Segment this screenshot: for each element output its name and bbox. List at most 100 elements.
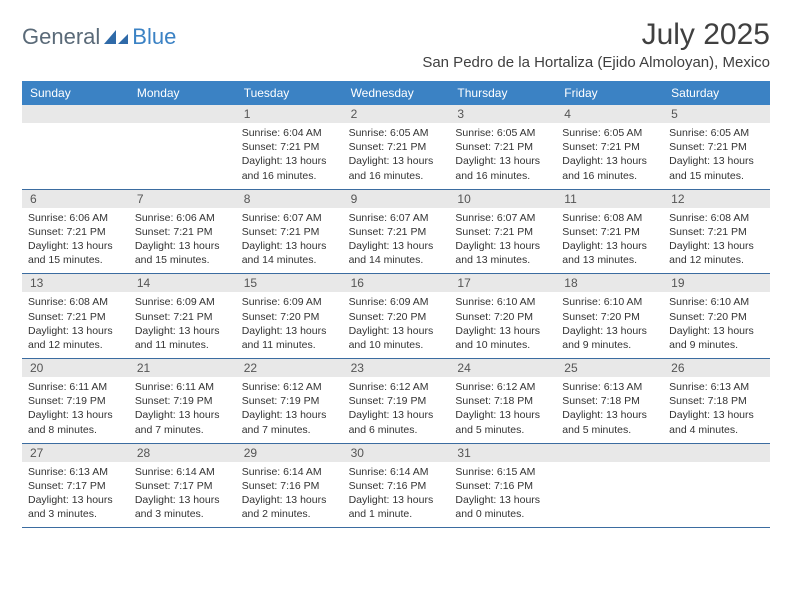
brand-text-2: Blue: [132, 24, 176, 50]
detail-line: Sunset: 7:18 PM: [455, 394, 550, 408]
detail-line: Sunrise: 6:08 AM: [669, 211, 764, 225]
day-cell: [129, 105, 236, 189]
day-number: 19: [663, 274, 770, 292]
day-details: Sunrise: 6:12 AMSunset: 7:18 PMDaylight:…: [449, 377, 556, 443]
detail-line: Sunset: 7:16 PM: [349, 479, 444, 493]
detail-line: Sunrise: 6:13 AM: [669, 380, 764, 394]
detail-line: and 14 minutes.: [242, 253, 337, 267]
day-details: Sunrise: 6:10 AMSunset: 7:20 PMDaylight:…: [449, 292, 556, 358]
detail-line: Sunrise: 6:08 AM: [28, 295, 123, 309]
day-cell: 19Sunrise: 6:10 AMSunset: 7:20 PMDayligh…: [663, 274, 770, 358]
detail-line: and 13 minutes.: [455, 253, 550, 267]
day-details: Sunrise: 6:09 AMSunset: 7:20 PMDaylight:…: [236, 292, 343, 358]
detail-line: Sunset: 7:18 PM: [562, 394, 657, 408]
detail-line: Daylight: 13 hours: [669, 324, 764, 338]
detail-line: Sunset: 7:21 PM: [669, 140, 764, 154]
detail-line: Sunset: 7:21 PM: [349, 140, 444, 154]
brand-text-1: General: [22, 24, 100, 50]
detail-line: Sunrise: 6:12 AM: [349, 380, 444, 394]
detail-line: Daylight: 13 hours: [455, 239, 550, 253]
detail-line: Sunrise: 6:05 AM: [562, 126, 657, 140]
day-header-cell: Thursday: [449, 81, 556, 105]
detail-line: Sunset: 7:21 PM: [28, 225, 123, 239]
detail-line: Daylight: 13 hours: [562, 154, 657, 168]
day-details: Sunrise: 6:08 AMSunset: 7:21 PMDaylight:…: [22, 292, 129, 358]
detail-line: Sunrise: 6:05 AM: [349, 126, 444, 140]
day-details: Sunrise: 6:07 AMSunset: 7:21 PMDaylight:…: [343, 208, 450, 274]
detail-line: Sunset: 7:21 PM: [135, 225, 230, 239]
detail-line: Sunrise: 6:13 AM: [562, 380, 657, 394]
day-cell: 5Sunrise: 6:05 AMSunset: 7:21 PMDaylight…: [663, 105, 770, 189]
day-cell: 22Sunrise: 6:12 AMSunset: 7:19 PMDayligh…: [236, 359, 343, 443]
detail-line: Sunrise: 6:05 AM: [455, 126, 550, 140]
day-number: 13: [22, 274, 129, 292]
day-details: Sunrise: 6:10 AMSunset: 7:20 PMDaylight:…: [556, 292, 663, 358]
day-cell: 18Sunrise: 6:10 AMSunset: 7:20 PMDayligh…: [556, 274, 663, 358]
day-cell: 25Sunrise: 6:13 AMSunset: 7:18 PMDayligh…: [556, 359, 663, 443]
detail-line: Sunset: 7:20 PM: [242, 310, 337, 324]
detail-line: Sunset: 7:19 PM: [135, 394, 230, 408]
day-cell: 6Sunrise: 6:06 AMSunset: 7:21 PMDaylight…: [22, 190, 129, 274]
day-number: 20: [22, 359, 129, 377]
detail-line: and 5 minutes.: [562, 423, 657, 437]
day-cell: 23Sunrise: 6:12 AMSunset: 7:19 PMDayligh…: [343, 359, 450, 443]
detail-line: Sunrise: 6:10 AM: [669, 295, 764, 309]
day-cell: 29Sunrise: 6:14 AMSunset: 7:16 PMDayligh…: [236, 444, 343, 528]
detail-line: Sunrise: 6:09 AM: [349, 295, 444, 309]
day-cell: 4Sunrise: 6:05 AMSunset: 7:21 PMDaylight…: [556, 105, 663, 189]
detail-line: Daylight: 13 hours: [669, 408, 764, 422]
detail-line: Daylight: 13 hours: [242, 493, 337, 507]
detail-line: and 8 minutes.: [28, 423, 123, 437]
day-number: 6: [22, 190, 129, 208]
month-title: July 2025: [422, 18, 770, 52]
detail-line: Sunset: 7:21 PM: [135, 310, 230, 324]
day-number: 15: [236, 274, 343, 292]
day-details: Sunrise: 6:05 AMSunset: 7:21 PMDaylight:…: [556, 123, 663, 189]
day-cell: 13Sunrise: 6:08 AMSunset: 7:21 PMDayligh…: [22, 274, 129, 358]
week-row: 27Sunrise: 6:13 AMSunset: 7:17 PMDayligh…: [22, 444, 770, 529]
day-details: Sunrise: 6:05 AMSunset: 7:21 PMDaylight:…: [663, 123, 770, 189]
day-cell: 28Sunrise: 6:14 AMSunset: 7:17 PMDayligh…: [129, 444, 236, 528]
week-row: 6Sunrise: 6:06 AMSunset: 7:21 PMDaylight…: [22, 190, 770, 275]
day-number: 4: [556, 105, 663, 123]
day-cell: 3Sunrise: 6:05 AMSunset: 7:21 PMDaylight…: [449, 105, 556, 189]
day-number: 10: [449, 190, 556, 208]
detail-line: Sunset: 7:21 PM: [242, 225, 337, 239]
detail-line: Sunrise: 6:14 AM: [135, 465, 230, 479]
day-cell: 27Sunrise: 6:13 AMSunset: 7:17 PMDayligh…: [22, 444, 129, 528]
calendar-body: 1Sunrise: 6:04 AMSunset: 7:21 PMDaylight…: [22, 105, 770, 528]
day-number: 1: [236, 105, 343, 123]
day-header-cell: Wednesday: [343, 81, 450, 105]
header-bar: General Blue July 2025 San Pedro de la H…: [22, 18, 770, 71]
detail-line: Sunset: 7:19 PM: [349, 394, 444, 408]
detail-line: Sunset: 7:21 PM: [455, 140, 550, 154]
detail-line: Sunset: 7:16 PM: [242, 479, 337, 493]
detail-line: Daylight: 13 hours: [455, 154, 550, 168]
day-number: 22: [236, 359, 343, 377]
week-row: 1Sunrise: 6:04 AMSunset: 7:21 PMDaylight…: [22, 105, 770, 190]
day-cell: 14Sunrise: 6:09 AMSunset: 7:21 PMDayligh…: [129, 274, 236, 358]
brand-logo: General Blue: [22, 18, 176, 50]
detail-line: Daylight: 13 hours: [562, 239, 657, 253]
day-number: 12: [663, 190, 770, 208]
detail-line: Sunset: 7:21 PM: [562, 225, 657, 239]
detail-line: and 9 minutes.: [562, 338, 657, 352]
detail-line: Sunrise: 6:07 AM: [242, 211, 337, 225]
day-cell: 12Sunrise: 6:08 AMSunset: 7:21 PMDayligh…: [663, 190, 770, 274]
detail-line: Daylight: 13 hours: [562, 324, 657, 338]
day-cell: 1Sunrise: 6:04 AMSunset: 7:21 PMDaylight…: [236, 105, 343, 189]
detail-line: Sunrise: 6:14 AM: [349, 465, 444, 479]
detail-line: and 7 minutes.: [242, 423, 337, 437]
day-cell: 15Sunrise: 6:09 AMSunset: 7:20 PMDayligh…: [236, 274, 343, 358]
detail-line: Sunrise: 6:12 AM: [242, 380, 337, 394]
detail-line: and 1 minute.: [349, 507, 444, 521]
day-header-cell: Saturday: [663, 81, 770, 105]
detail-line: and 5 minutes.: [455, 423, 550, 437]
day-number: 2: [343, 105, 450, 123]
day-header-cell: Sunday: [22, 81, 129, 105]
day-cell: 10Sunrise: 6:07 AMSunset: 7:21 PMDayligh…: [449, 190, 556, 274]
detail-line: and 7 minutes.: [135, 423, 230, 437]
detail-line: Sunrise: 6:09 AM: [135, 295, 230, 309]
day-cell: 16Sunrise: 6:09 AMSunset: 7:20 PMDayligh…: [343, 274, 450, 358]
day-cell: 7Sunrise: 6:06 AMSunset: 7:21 PMDaylight…: [129, 190, 236, 274]
